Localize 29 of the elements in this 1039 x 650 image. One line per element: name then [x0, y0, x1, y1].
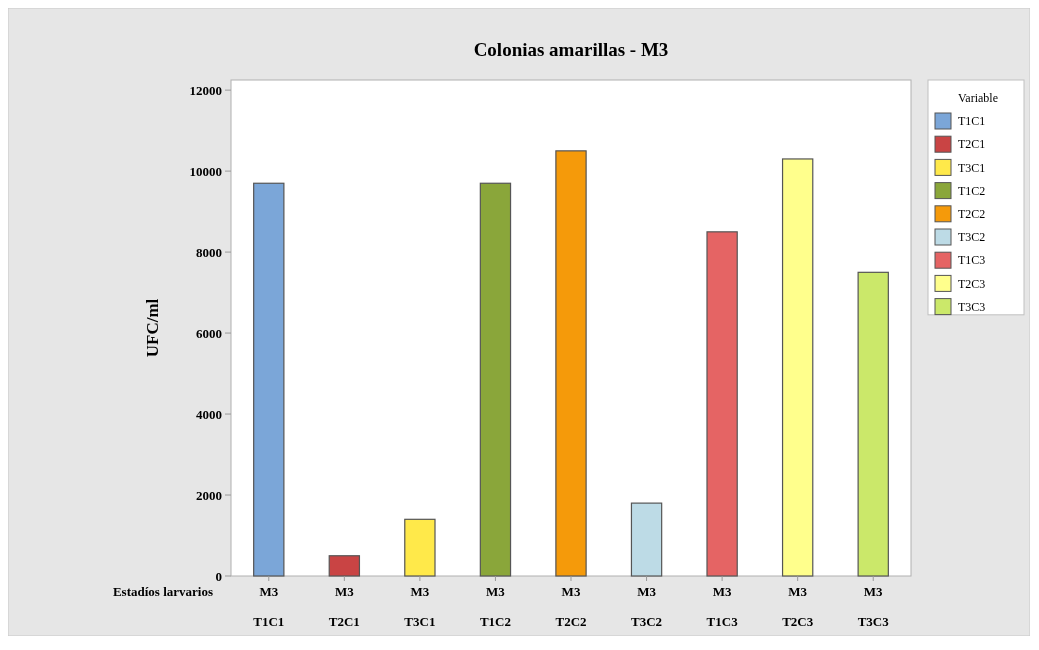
legend-label: T3C1 — [958, 160, 986, 175]
y-axis-title: UFC/ml — [143, 298, 162, 358]
x-tick-label: M3 T3C1 — [404, 584, 436, 629]
y-tick-label: 8000 — [196, 244, 222, 260]
x-tick-label: M3 T3C2 — [631, 584, 663, 629]
x-tick-label: M3 T1C3 — [706, 584, 739, 629]
legend-label: T2C1 — [958, 137, 986, 152]
x-tick-label: M3 T2C3 — [782, 584, 814, 629]
legend-label: T1C1 — [958, 114, 986, 129]
x-tick-label: M3 T2C2 — [555, 584, 587, 629]
y-tick-label: 0 — [215, 568, 222, 584]
y-tick-label: 10000 — [189, 163, 222, 179]
legend-label: T2C2 — [958, 207, 986, 221]
x-tick-label: M3 T1C1 — [253, 584, 285, 629]
legend-label: T2C3 — [958, 276, 986, 291]
legend-label: T1C3 — [958, 253, 986, 268]
y-tick-label: 12000 — [189, 82, 222, 98]
x-tick-label: M3 T1C2 — [479, 584, 511, 629]
legend-label: T3C2 — [958, 230, 986, 245]
x-axis-title: Estadíos larvarios — [112, 584, 213, 599]
chart-title: Colonias amarillas - M3 — [473, 39, 669, 60]
y-tick-label: 6000 — [196, 325, 222, 341]
y-tick-label: 2000 — [196, 487, 222, 503]
legend-label: T3C3 — [958, 299, 986, 314]
y-tick-label: 4000 — [196, 406, 222, 422]
legend-label: T1C2 — [958, 183, 986, 198]
x-tick-label: M3 T2C1 — [328, 584, 360, 629]
x-tick-label: M3 T3C3 — [857, 584, 890, 629]
legend-title: Variable — [958, 91, 998, 105]
